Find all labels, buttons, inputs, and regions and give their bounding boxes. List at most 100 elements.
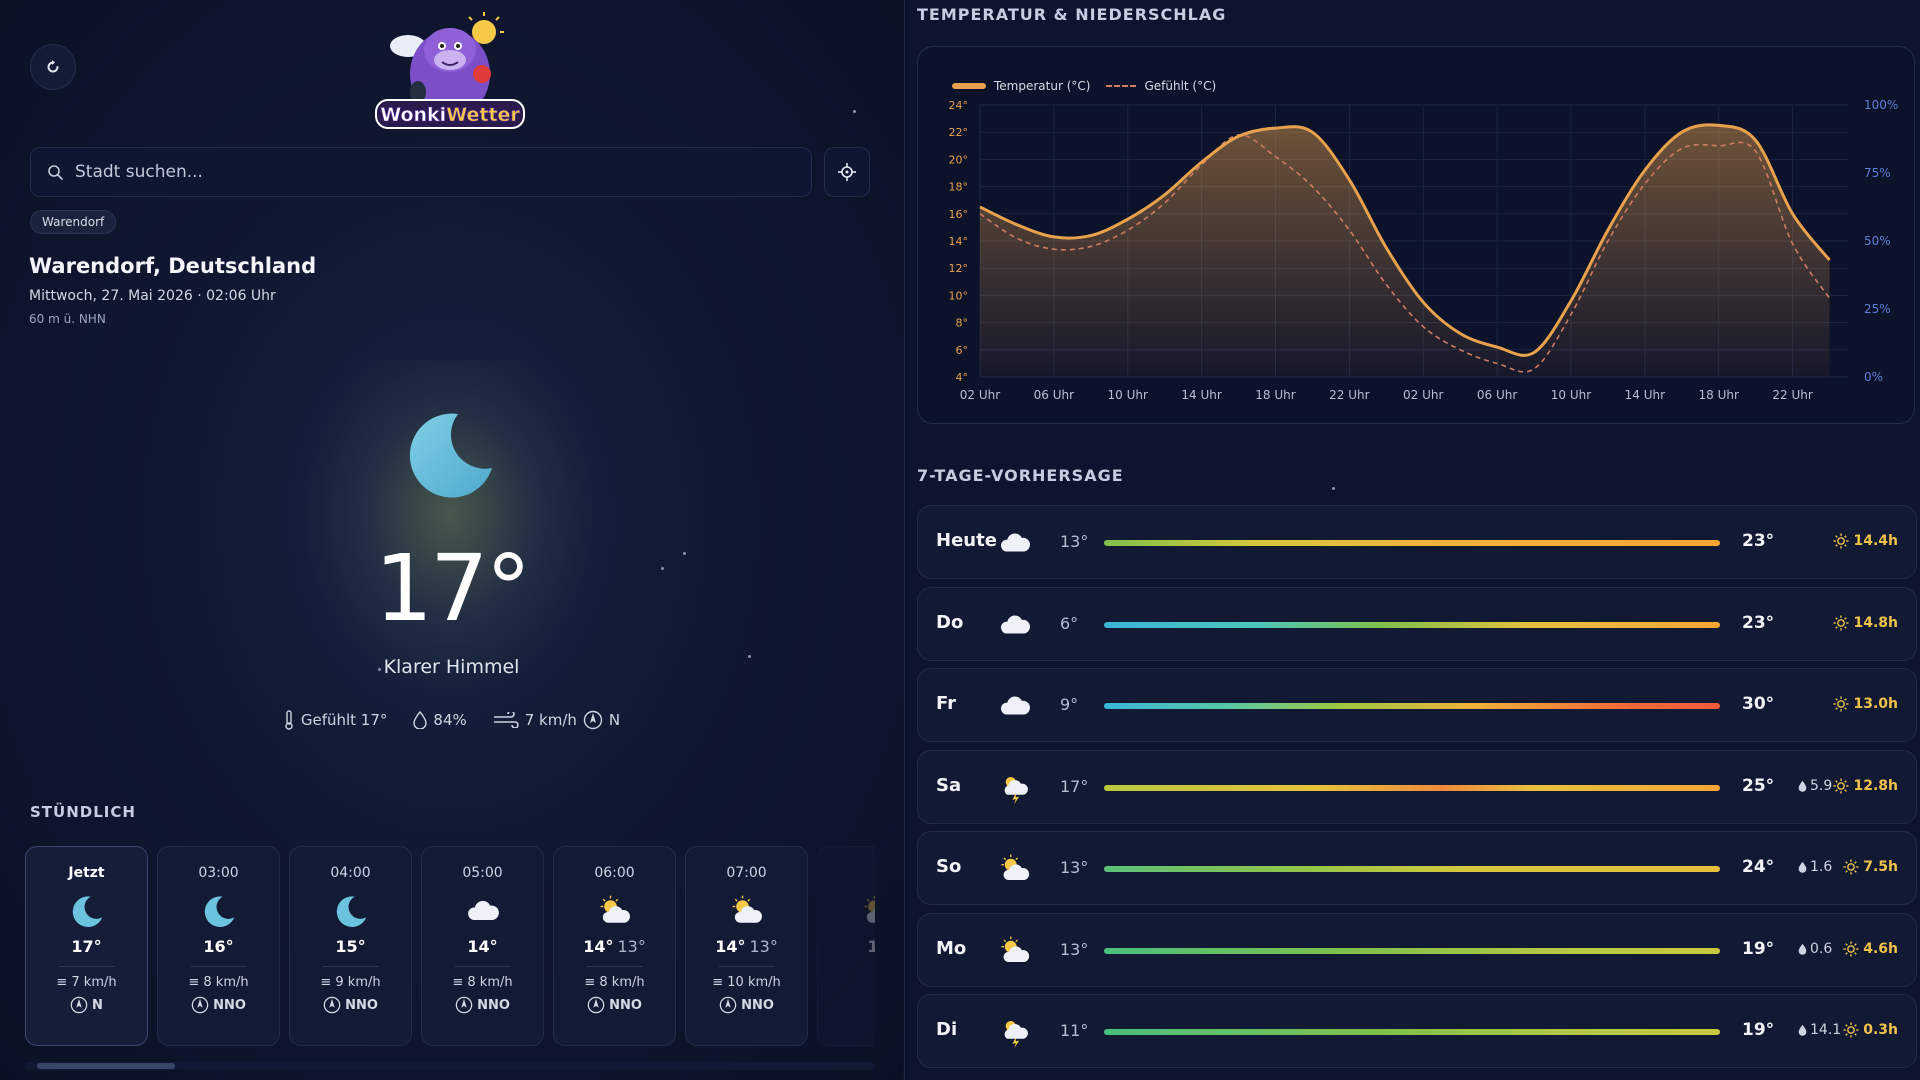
location-title: Warendorf, Deutschland (29, 254, 317, 278)
hourly-wind-value: 7 km/h (71, 975, 117, 990)
legend-temp-label: Temperatur (°C) (994, 79, 1091, 93)
hourly-card[interactable]: 06:00 14° 13° ≡ 8 km/h NNO (553, 846, 676, 1046)
svg-text:WonkiWetter: WonkiWetter (380, 104, 520, 126)
droplet-icon (1798, 861, 1807, 873)
temperature-chart: 24° 22° 20° 18° 16° 14° 12° 10° 8° 6° 4° 100% 75% 50%… (949, 98, 1899, 402)
hourly-card[interactable]: 0 15 (817, 846, 875, 1046)
hourly-time: 06:00 (594, 865, 635, 881)
hourly-feel: 13° (749, 937, 778, 956)
compass-icon (191, 996, 209, 1014)
x-tick-label: 02 Uhr (960, 388, 1000, 402)
forecast-sunshine: 13.0h (1833, 696, 1898, 712)
city-search-box[interactable] (30, 147, 812, 197)
locate-button[interactable] (824, 147, 870, 197)
legend-swatch-feel (1106, 85, 1137, 87)
y-tick-label: 14° (949, 235, 969, 248)
forecast-row[interactable]: Heute 13° 23° 14.4h (917, 505, 1917, 579)
hourly-temp-value: 14° (715, 937, 746, 956)
forecast-sunshine-value: 7.5h (1863, 859, 1898, 875)
hourly-direction-value: N (92, 997, 103, 1013)
forecast-day: Heute (936, 530, 997, 551)
hourly-feel: 13° (617, 937, 646, 956)
hourly-card[interactable]: 04:00 15° ≡ 9 km/h NNO (289, 846, 412, 1046)
refresh-button[interactable] (30, 44, 76, 90)
sun-icon (1843, 859, 1859, 875)
hourly-divider (718, 966, 775, 967)
moon-icon (336, 896, 366, 927)
forecast-low: 13° (1060, 939, 1089, 959)
sun-icon (1833, 533, 1849, 549)
forecast-high: 19° (1742, 938, 1775, 959)
temperature-chart-card: Temperatur (°C) Gefühlt (°C) 24° 22° 20° 18… (917, 46, 1915, 424)
hourly-temp: 14° 13° (686, 937, 807, 956)
forecast-day: Mo (936, 937, 967, 959)
partly-cloudy-icon (864, 895, 875, 923)
forecast-row[interactable]: Mo 13° 19° 0.6 4.6h (917, 912, 1917, 987)
forecast-sunshine: 4.6h (1843, 941, 1898, 957)
hourly-direction-value: NNO (609, 997, 642, 1013)
x-tick-label: 18 Uhr (1699, 388, 1739, 402)
forecast-high: 30° (1742, 694, 1775, 714)
y2-tick-label: 100% (1864, 98, 1898, 112)
hourly-scrollbar[interactable] (25, 1062, 875, 1070)
forecast-rain: 14.1 (1798, 1022, 1841, 1038)
forecast-row[interactable]: Sa 17° 25° 5.9 12.8h (917, 749, 1917, 824)
forecast-sunshine-value: 13.0h (1853, 696, 1898, 712)
x-tick-label: 22 Uhr (1329, 388, 1369, 402)
forecast-day: So (936, 856, 962, 877)
search-input[interactable] (75, 162, 775, 182)
droplet-icon (1798, 1024, 1807, 1036)
hourly-direction-value: NNO (345, 997, 378, 1013)
y-tick-label: 24° (949, 99, 969, 112)
forecast-sunshine-value: 14.4h (1853, 533, 1898, 549)
scrollbar-thumb[interactable] (37, 1063, 175, 1069)
hourly-temp: 15° (290, 937, 411, 956)
forecast-sunshine-value: 4.6h (1863, 940, 1898, 957)
hourly-wind: ≡ 7 km/h (26, 975, 147, 990)
forecast-row[interactable]: Do 6° 23° 14.8h (917, 586, 1917, 661)
forecast-sunshine: 7.5h (1843, 859, 1898, 875)
y-tick-label: 12° (949, 262, 969, 275)
y2-tick-label: 50% (1864, 234, 1891, 248)
hourly-direction: NNO (686, 996, 807, 1014)
forecast-row[interactable]: Fr 9° 30° 13.0h (917, 668, 1917, 742)
y-tick-label: 8° (956, 317, 969, 330)
hourly-divider (190, 966, 247, 967)
hourly-time: Jetzt (68, 865, 105, 881)
hourly-card[interactable]: 03:00 16° ≡ 8 km/h NNO (157, 846, 280, 1046)
forecast-row[interactable]: So 13° 24° 1.6 7.5h (917, 831, 1917, 905)
hourly-temp-value: 15° (335, 937, 366, 956)
droplet-icon (1798, 943, 1807, 955)
forecast-sunshine: 12.8h (1833, 778, 1898, 794)
hourly-card[interactable]: 05:00 14° ≡ 8 km/h NNO (421, 846, 544, 1046)
y-tick-label: 18° (949, 181, 969, 194)
forecast-day: Fr (936, 693, 957, 714)
forecast-panel: TEMPERATUR & NIEDERSCHLAG Temperatur (°C… (904, 0, 1920, 1080)
temperature-range-bar (1104, 947, 1720, 954)
hourly-time: 07:00 (726, 865, 767, 881)
compass-icon (70, 996, 88, 1014)
thunder-icon (1004, 776, 1028, 804)
wind-icon: ≡ (320, 975, 336, 990)
hourly-wind: ≡ 8 km/h (422, 975, 543, 990)
forecast-row[interactable]: Di 11° 19° 14.1 0.3h (917, 994, 1917, 1068)
hourly-time: 04:00 (330, 865, 371, 881)
partly-cloudy-icon (600, 895, 630, 923)
recent-city-chip[interactable]: Warendorf (30, 210, 117, 234)
forecast-low: 13° (1060, 532, 1089, 551)
y2-tick-label: 25% (1864, 302, 1891, 316)
hourly-wind: ≡ 10 km/h (686, 975, 807, 990)
x-tick-label: 06 Uhr (1034, 388, 1074, 402)
location-altitude: 60 m ü. NHN (29, 312, 106, 326)
hourly-card[interactable]: Jetzt 17° ≡ 7 km/h N (25, 846, 148, 1046)
hourly-wind-value: 8 km/h (203, 975, 249, 990)
forecast-day: Di (936, 1019, 958, 1040)
forecast-low: 13° (1060, 858, 1089, 877)
temperature-range-bar (1104, 1029, 1720, 1035)
compass-icon (719, 996, 737, 1014)
droplet-icon (1798, 780, 1807, 792)
moon-icon (204, 896, 234, 927)
hourly-card[interactable]: 07:00 14° 13° ≡ 10 km/h NNO (685, 846, 808, 1046)
hourly-wind-value: 8 km/h (467, 975, 513, 990)
hourly-strip[interactable]: Jetzt 17° ≡ 7 km/h N 03:00 16° ≡ 8 km/h … (25, 846, 875, 1046)
